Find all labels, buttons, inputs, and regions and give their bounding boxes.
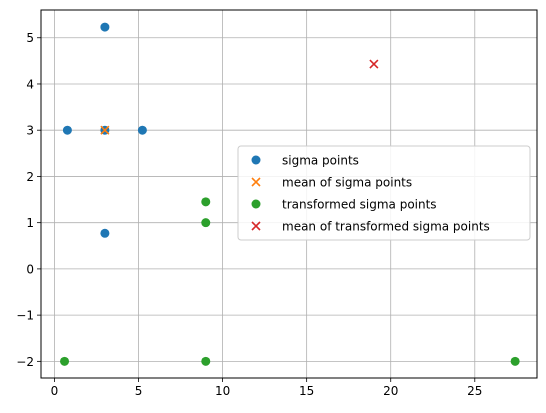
x-tick-label: 20	[383, 384, 398, 398]
mean-of-transformed-sigma-points-point	[369, 59, 379, 69]
y-tick-label: 0	[26, 262, 34, 276]
sigma-points-point	[100, 22, 110, 32]
y-axis-ticks: −2 −1 0 1 2 3 4 5	[16, 31, 41, 369]
transformed-sigma-points-point	[510, 356, 520, 366]
sigma-points-point	[62, 125, 72, 135]
legend-label: sigma points	[282, 154, 359, 168]
y-tick-label: −2	[16, 355, 34, 369]
plot-frame	[40, 9, 538, 379]
legend-box	[237, 145, 531, 241]
data-points	[60, 22, 520, 366]
mean-of-sigma-points-point	[100, 125, 110, 135]
x-tick-label: 25	[467, 384, 482, 398]
legend-marker	[251, 155, 261, 165]
y-tick-label: 3	[26, 124, 34, 138]
legend-label: mean of transformed sigma points	[282, 220, 490, 234]
y-tick-label: 2	[26, 170, 34, 184]
y-tick-label: −1	[16, 309, 34, 323]
transformed-sigma-points-point	[201, 218, 211, 228]
sigma-points-point	[100, 228, 110, 238]
transformed-sigma-points-point	[60, 356, 70, 366]
x-tick-label: 15	[299, 384, 314, 398]
y-tick-label: 5	[26, 31, 34, 45]
legend: sigma points mean of sigma points transfor…	[237, 145, 531, 241]
x-tick-label: 5	[135, 384, 143, 398]
transformed-sigma-points-point	[201, 197, 211, 207]
x-tick-label: 0	[51, 384, 59, 398]
sigma-points-point	[137, 125, 147, 135]
legend-marker	[251, 177, 261, 187]
y-tick-label: 1	[26, 216, 34, 230]
transformed-sigma-points-point	[201, 356, 211, 366]
x-tick-label: 10	[215, 384, 230, 398]
y-tick-label: 4	[26, 77, 34, 91]
legend-label: transformed sigma points	[282, 198, 437, 212]
legend-label: mean of sigma points	[282, 176, 412, 190]
x-axis-ticks: 0 5 10 15 20 25	[51, 378, 482, 398]
legend-marker	[251, 199, 261, 209]
legend-marker	[251, 221, 261, 231]
